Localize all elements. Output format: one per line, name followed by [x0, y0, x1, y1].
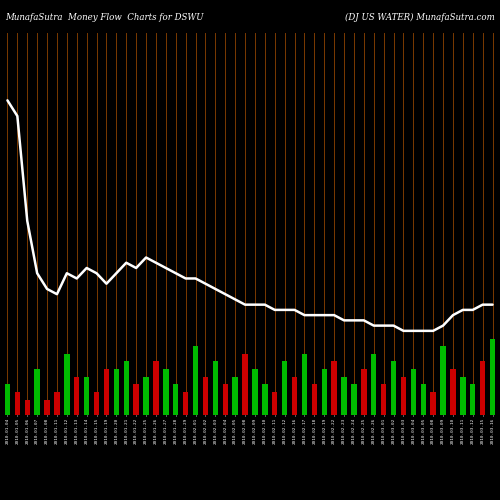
Bar	[202, 377, 208, 415]
Bar	[242, 354, 248, 415]
Bar	[361, 369, 366, 415]
Bar	[351, 384, 356, 415]
Bar	[272, 392, 278, 415]
Bar	[470, 384, 476, 415]
Bar	[212, 362, 218, 415]
Bar	[114, 369, 119, 415]
Bar	[252, 369, 258, 415]
Bar	[124, 362, 129, 415]
Bar	[14, 392, 20, 415]
Bar	[94, 392, 100, 415]
Bar	[183, 392, 188, 415]
Bar	[332, 362, 337, 415]
Bar	[54, 392, 60, 415]
Bar	[193, 346, 198, 415]
Text: (DJ US WATER) MunafaSutra.com: (DJ US WATER) MunafaSutra.com	[345, 12, 495, 22]
Bar	[460, 377, 466, 415]
Bar	[342, 377, 347, 415]
Bar	[232, 377, 238, 415]
Bar	[153, 362, 158, 415]
Bar	[302, 354, 307, 415]
Bar	[400, 377, 406, 415]
Bar	[4, 384, 10, 415]
Bar	[440, 346, 446, 415]
Bar	[104, 369, 109, 415]
Bar	[222, 384, 228, 415]
Bar	[450, 369, 456, 415]
Bar	[420, 384, 426, 415]
Bar	[163, 369, 168, 415]
Bar	[24, 400, 30, 415]
Bar	[134, 384, 139, 415]
Bar	[34, 369, 40, 415]
Bar	[322, 369, 327, 415]
Bar	[391, 362, 396, 415]
Bar	[312, 384, 317, 415]
Bar	[44, 400, 50, 415]
Bar	[292, 377, 298, 415]
Bar	[262, 384, 268, 415]
Bar	[144, 377, 149, 415]
Bar	[480, 362, 486, 415]
Bar	[410, 369, 416, 415]
Bar	[74, 377, 80, 415]
Bar	[490, 338, 496, 415]
Bar	[64, 354, 70, 415]
Text: MunafaSutra  Money Flow  Charts for DSWU: MunafaSutra Money Flow Charts for DSWU	[5, 12, 203, 22]
Bar	[371, 354, 376, 415]
Bar	[173, 384, 178, 415]
Bar	[282, 362, 288, 415]
Bar	[381, 384, 386, 415]
Bar	[430, 392, 436, 415]
Bar	[84, 377, 89, 415]
